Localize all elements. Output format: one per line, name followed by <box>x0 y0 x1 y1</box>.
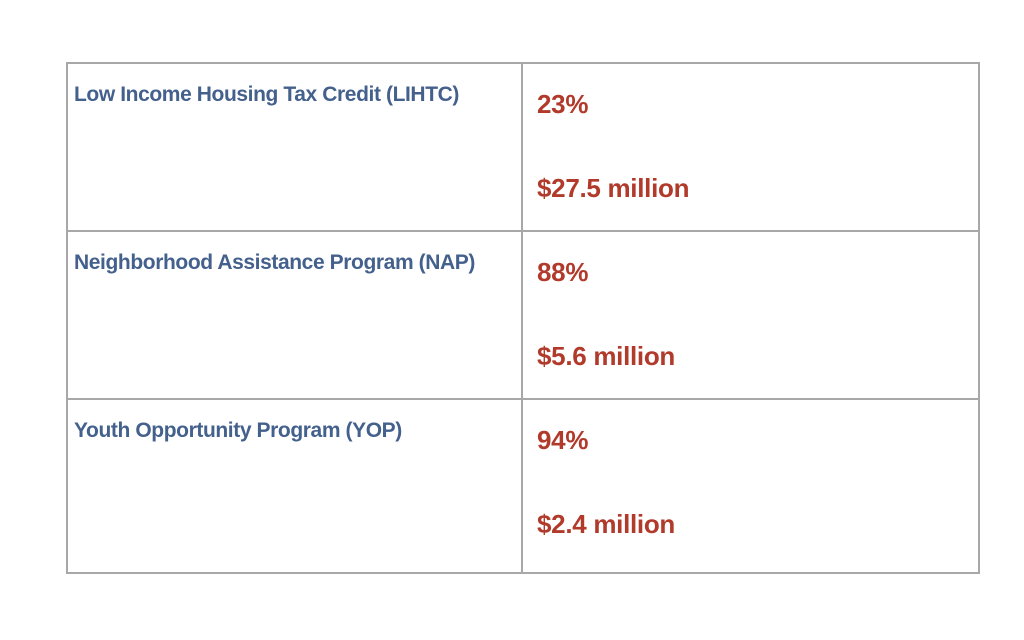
values-cell-yop: 94% $2.4 million <box>523 400 978 572</box>
percent-value-nap: 88% <box>537 257 589 287</box>
amount-value-nap: $5.6 million <box>537 341 676 371</box>
amount-value-yop: $2.4 million <box>537 509 676 539</box>
program-name-lihtc: Low Income Housing Tax Credit (LIHTC) <box>68 64 523 232</box>
values-cell-lihtc: 23% $27.5 million <box>523 64 978 232</box>
amount-value-lihtc: $27.5 million <box>537 173 690 203</box>
percent-value-lihtc: 23% <box>537 89 589 119</box>
program-name-yop: Youth Opportunity Program (YOP) <box>68 400 523 572</box>
values-cell-nap: 88% $5.6 million <box>523 232 978 400</box>
program-results-table: Low Income Housing Tax Credit (LIHTC) 23… <box>66 62 980 574</box>
percent-value-yop: 94% <box>537 425 589 455</box>
program-name-nap: Neighborhood Assistance Program (NAP) <box>68 232 523 400</box>
